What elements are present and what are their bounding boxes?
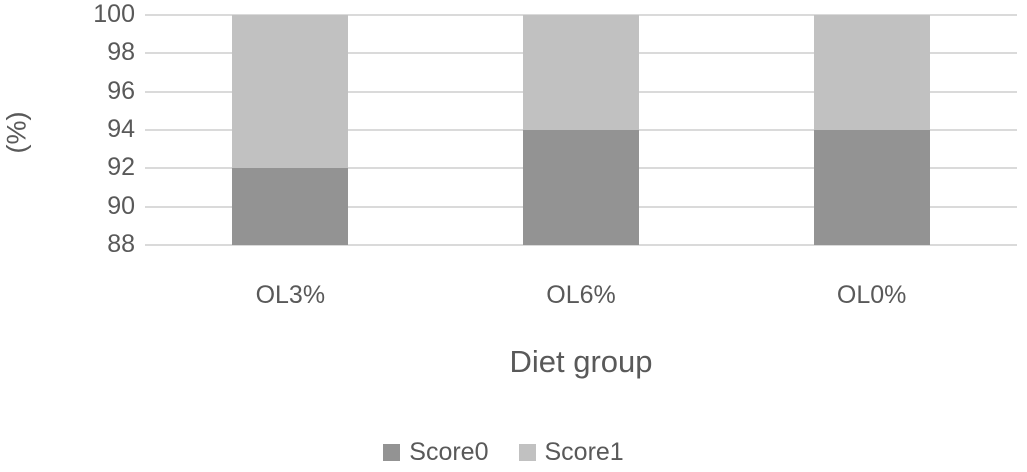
y-tick-label: 100: [93, 0, 135, 28]
x-axis-title: Diet group: [509, 344, 653, 379]
plot-area: [145, 14, 1017, 246]
x-category-label: OL0%: [836, 281, 907, 309]
y-tick-label: 96: [107, 76, 135, 105]
y-tick-label: 92: [107, 153, 135, 182]
legend-item-score1: Score1: [518, 438, 624, 467]
y-tick-label: 94: [107, 115, 135, 143]
bar-segment-score1-ol6%: [523, 15, 639, 130]
bar-segment-score0-ol6%: [523, 130, 639, 245]
bar-segment-score0-ol0%: [813, 130, 930, 245]
bar-segment-score0-ol3%: [232, 168, 349, 245]
y-tick-label: 88: [107, 230, 135, 258]
legend-item-score0: Score0: [383, 438, 489, 467]
legend-label: Score0: [409, 438, 489, 466]
legend-label: Score1: [544, 438, 624, 466]
gridline: [145, 244, 1017, 246]
y-tick-label: 98: [107, 38, 135, 67]
legend-swatch-icon: [518, 444, 536, 461]
legend-swatch-icon: [383, 444, 401, 461]
chart-legend: Score0 Score1: [0, 438, 1007, 467]
bar-segment-score1-ol3%: [232, 15, 349, 169]
y-tick-label: 90: [107, 191, 135, 220]
x-category-label: OL6%: [546, 281, 616, 309]
bar-segment-score1-ol0%: [813, 15, 930, 130]
x-category-label: OL3%: [255, 281, 326, 309]
